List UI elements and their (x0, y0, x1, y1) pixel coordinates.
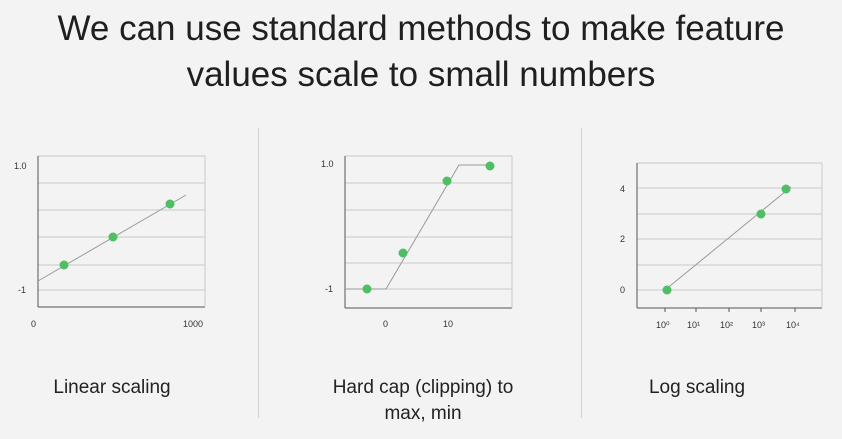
clipping-y-tick-bottom: -1 (325, 284, 333, 294)
log-x-ticks (664, 308, 796, 312)
caption-log-scaling: Log scaling (648, 377, 746, 398)
caption-linear-scaling: Linear scaling (53, 377, 171, 398)
data-point (165, 199, 175, 209)
data-point (781, 184, 791, 194)
log-x-tick-10-4: 10⁴ (786, 320, 800, 330)
data-point (59, 260, 69, 270)
caption-clipping-line1: Hard cap (clipping) to (332, 377, 514, 398)
log-y-tick-0: 0 (620, 285, 625, 295)
clipping-grid (345, 155, 512, 290)
clipping-x-tick-10: 10 (443, 319, 453, 329)
linear-x-tick-right: 1000 (183, 319, 203, 329)
slide-title-line1: We can use standard methods to make feat… (57, 9, 785, 48)
clipping-x-tick-0: 0 (383, 319, 388, 329)
linear-x-tick-left: 0 (31, 319, 36, 329)
linear-y-tick-bottom: -1 (18, 285, 26, 295)
data-point (108, 232, 118, 242)
log-grid (637, 162, 822, 291)
log-x-tick-10-0: 10⁰ (656, 320, 670, 330)
data-point (398, 248, 408, 258)
data-point (362, 284, 372, 294)
caption-clipping: Hard cap (clipping) to max, min (293, 375, 553, 427)
log-x-tick-10-2: 10² (720, 320, 733, 330)
clipping-y-tick-top: 1.0 (321, 159, 334, 169)
log-y-tick-4: 4 (620, 184, 625, 194)
panel-divider-left (258, 128, 259, 418)
data-point (442, 176, 452, 186)
log-fit-line (664, 186, 792, 291)
panel-divider-right (581, 128, 582, 418)
data-point (662, 285, 672, 295)
linear-y-tick-top: 1.0 (14, 161, 27, 171)
log-x-tick-10-3: 10³ (752, 320, 765, 330)
data-point (485, 161, 495, 171)
log-x-tick-10-1: 10¹ (687, 320, 700, 330)
linear-grid (38, 155, 205, 291)
data-point (756, 209, 766, 219)
slide-title-line2: values scale to small numbers (186, 55, 656, 94)
caption-clipping-line2: max, min (384, 403, 462, 424)
log-y-tick-2: 2 (620, 234, 625, 244)
slide-title: We can use standard methods to make feat… (0, 6, 842, 98)
